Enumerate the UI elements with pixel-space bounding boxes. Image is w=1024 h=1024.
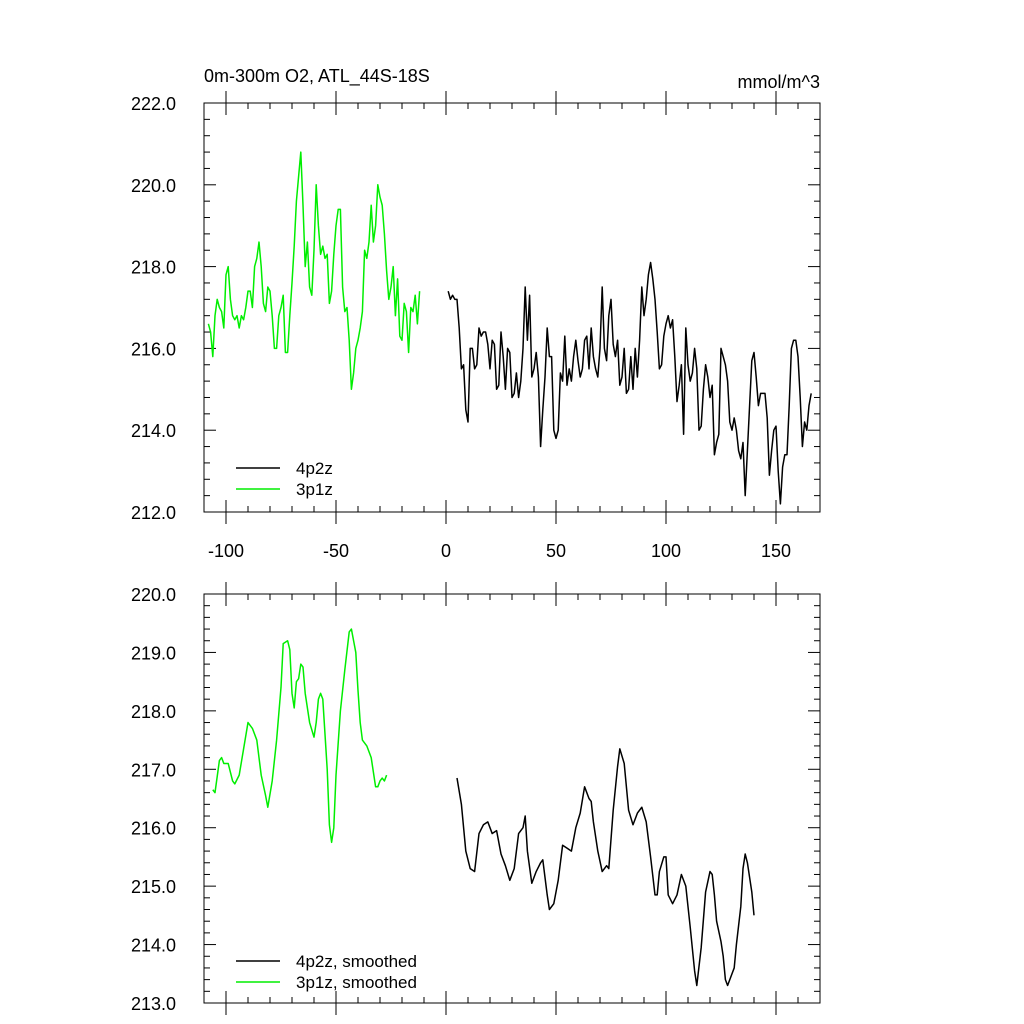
bottom-y-tick-label: 217.0: [131, 760, 176, 780]
top-y-tick-label: 222.0: [131, 94, 176, 114]
bottom-series-group: [212, 628, 755, 987]
top-chart-title: 0m-300m O2, ATL_44S-18S: [204, 66, 430, 87]
top-y-tick-label: 214.0: [131, 421, 176, 441]
bottom-legend: 4p2z, smoothed 3p1z, smoothed: [236, 952, 417, 992]
bottom-y-tick-label: 216.0: [131, 819, 176, 839]
bottom-y-tick-label: 213.0: [131, 994, 176, 1014]
top-series-group: [207, 151, 812, 505]
bottom-series-line-3p1z-smoothed: [212, 628, 388, 844]
top-y-tick-label: 212.0: [131, 503, 176, 523]
top-y-tick-label: 220.0: [131, 176, 176, 196]
top-series-line-4p2z: [447, 261, 812, 505]
top-chart-units: mmol/m^3: [738, 72, 820, 92]
bottom-panel: 213.0 214.0 215.0 216.0 217.0 218.0 219.0 220.0…: [131, 582, 821, 1015]
top-x-tick-label: 100: [651, 541, 681, 561]
bottom-legend-label: 4p2z, smoothed: [296, 952, 417, 971]
top-legend: 4p2z 3p1z: [236, 459, 333, 499]
bottom-y-tick-label: 220.0: [131, 585, 176, 605]
top-x-tick-label: 150: [761, 541, 791, 561]
top-panel: 0m-300m O2, ATL_44S-18S mmol/m^3 -100 -50…: [131, 66, 821, 561]
top-y-tick-label: 218.0: [131, 258, 176, 278]
bottom-y-tick-label: 218.0: [131, 702, 176, 722]
top-x-tick-label: -100: [208, 541, 244, 561]
bottom-axis-ticks: 213.0 214.0 215.0 216.0 217.0 218.0 219.0 220.0: [131, 582, 821, 1015]
top-x-tick-label: 50: [546, 541, 566, 561]
top-y-tick-label: 216.0: [131, 339, 176, 359]
bottom-series-line-4p2z-smoothed: [456, 748, 755, 987]
bottom-y-tick-label: 215.0: [131, 877, 176, 897]
top-plot-frame: [203, 102, 821, 513]
bottom-y-tick-label: 214.0: [131, 936, 176, 956]
top-x-tick-label: 0: [441, 541, 451, 561]
top-axis-ticks: -100 -50 0 50 100 150 212.0 214.0 216.0 218.0 220.…: [131, 91, 821, 561]
top-legend-label: 3p1z: [296, 480, 333, 499]
top-series-line-3p1z: [207, 151, 421, 391]
bottom-legend-label: 3p1z, smoothed: [296, 973, 417, 992]
top-x-tick-label: -50: [323, 541, 349, 561]
top-legend-label: 4p2z: [296, 459, 333, 478]
bottom-plot-frame: [203, 593, 821, 1004]
bottom-y-tick-label: 219.0: [131, 643, 176, 663]
